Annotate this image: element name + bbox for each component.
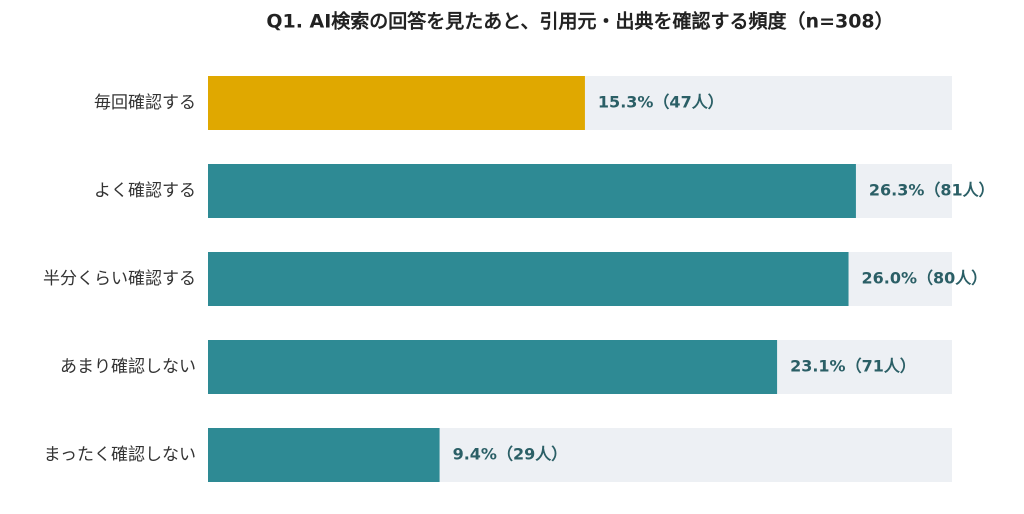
value-label: 26.3%（81人） (869, 181, 995, 200)
value-label: 26.0%（80人） (862, 269, 988, 288)
value-label: 23.1%（71人） (790, 357, 916, 376)
category-label: 毎回確認する (94, 93, 196, 113)
category-label: あまり確認しない (60, 357, 196, 377)
bar (208, 428, 440, 482)
value-label: 15.3%（47人） (598, 93, 724, 112)
bar (208, 252, 849, 306)
bar (208, 340, 778, 394)
chart-title: Q1. AI検索の回答を見たあと、引用元・出典を確認する頻度（n=308） (266, 10, 893, 33)
category-label: まったく確認しない (44, 445, 196, 465)
category-label: 半分くらい確認する (43, 269, 196, 289)
bar (208, 164, 856, 218)
bar (208, 76, 585, 130)
value-label: 9.4%（29人） (453, 445, 568, 464)
category-label: よく確認する (94, 181, 196, 201)
